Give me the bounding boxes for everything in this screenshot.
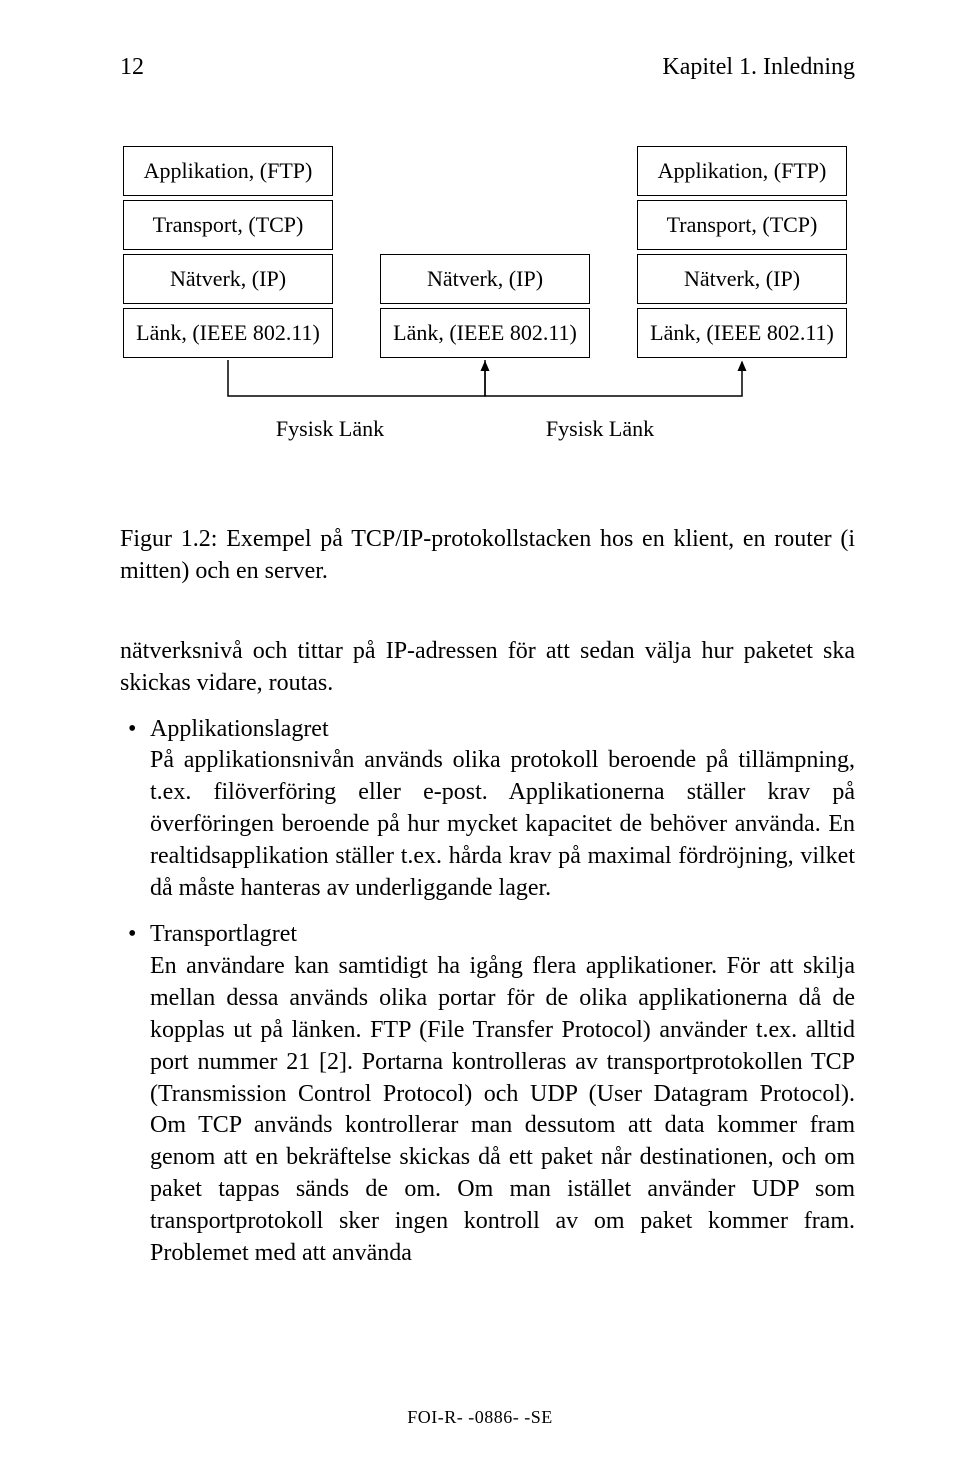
bullet-body: På applikationsnivån används olika proto… <box>150 747 855 901</box>
page: 12 Kapitel 1. Inledning Applikation, (FT… <box>0 0 960 1460</box>
stack-cell: Transport, (TCP) <box>637 200 847 250</box>
list-item: Applikationslagret På applikationsnivån … <box>120 714 855 905</box>
figure-caption: Figur 1.2: Exempel på TCP/IP-protokollst… <box>120 524 855 588</box>
layer-bullet-list: Applikationslagret På applikationsnivån … <box>120 714 855 1270</box>
chapter-title: Kapitel 1. Inledning <box>662 52 855 84</box>
protocol-stack-diagram: Applikation, (FTP) Transport, (TCP) Nätv… <box>120 146 855 506</box>
page-number: 12 <box>120 52 144 84</box>
stack-cell: Länk, (IEEE 802.11) <box>637 308 847 358</box>
physical-link-label: Fysisk Länk <box>500 414 700 443</box>
router-stack: Nätverk, (IP) Länk, (IEEE 802.11) <box>380 254 590 362</box>
list-item: Transportlagret En användare kan samtidi… <box>120 919 855 1270</box>
bullet-body: En användare kan samtidigt ha igång fler… <box>150 953 855 1266</box>
intro-paragraph: nätverksnivå och tittar på IP-adressen f… <box>120 636 855 700</box>
server-stack: Applikation, (FTP) Transport, (TCP) Nätv… <box>637 146 847 362</box>
stack-cell: Applikation, (FTP) <box>123 146 333 196</box>
client-stack: Applikation, (FTP) Transport, (TCP) Nätv… <box>123 146 333 362</box>
footer-id: FOI-R- -0886- -SE <box>0 1406 960 1430</box>
stack-cell: Nätverk, (IP) <box>123 254 333 304</box>
stack-cell: Transport, (TCP) <box>123 200 333 250</box>
stack-cell: Applikation, (FTP) <box>637 146 847 196</box>
bullet-title: Applikationslagret <box>150 714 855 746</box>
physical-link-label: Fysisk Länk <box>230 414 430 443</box>
bullet-title: Transportlagret <box>150 919 855 951</box>
stack-cell: Nätverk, (IP) <box>637 254 847 304</box>
stack-cell: Länk, (IEEE 802.11) <box>123 308 333 358</box>
page-header: 12 Kapitel 1. Inledning <box>120 52 855 84</box>
stack-cell: Länk, (IEEE 802.11) <box>380 308 590 358</box>
stack-cell: Nätverk, (IP) <box>380 254 590 304</box>
